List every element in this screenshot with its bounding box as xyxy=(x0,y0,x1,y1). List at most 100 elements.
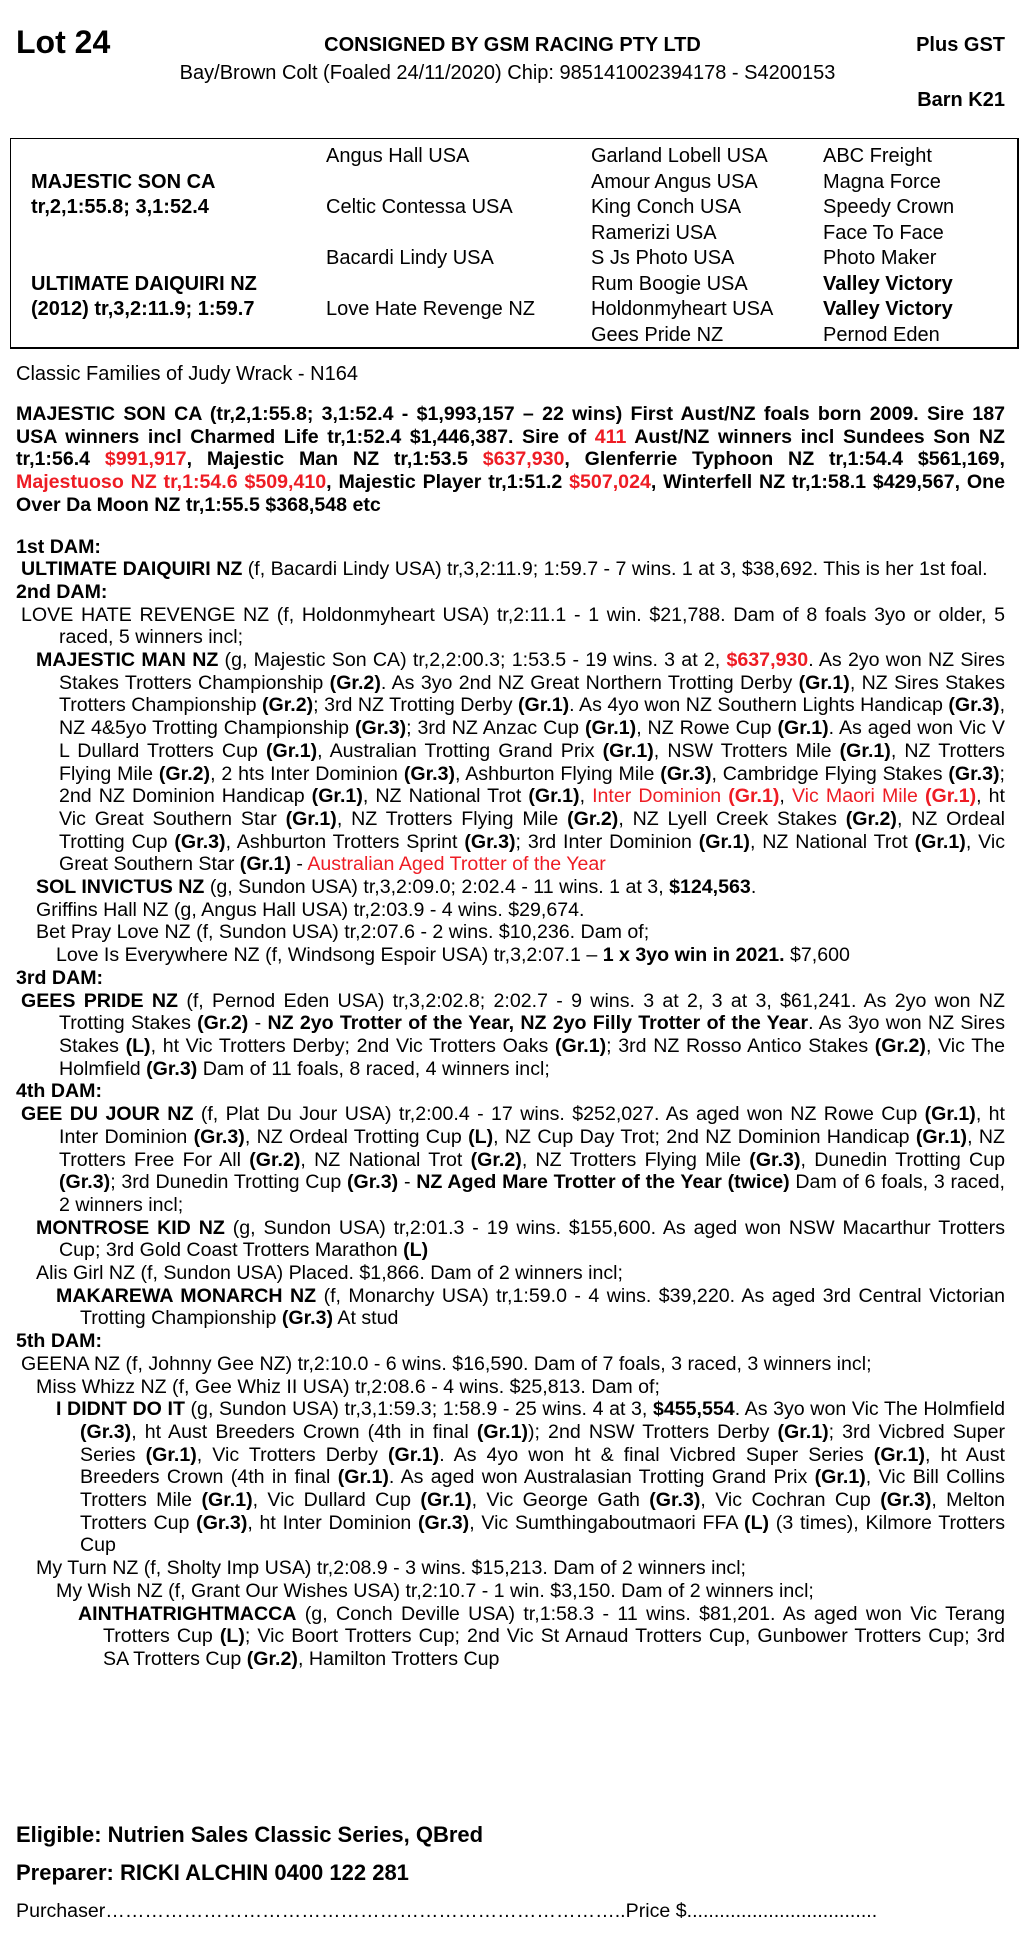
text-run: NZ Aged Mare Trotter of the Year (twice) xyxy=(416,1171,790,1194)
pedigree-entry: MAJESTIC MAN NZ (g, Majestic Son CA) tr,… xyxy=(16,649,1005,876)
text-run: Inter Dominion xyxy=(592,785,729,808)
text-run: (g, Conch Deville USA) tr,1:58.3 - 11 wi… xyxy=(103,1602,1005,1648)
text-run: (Gr.3) xyxy=(281,1307,334,1330)
text-run: ; 3rd Dunedin Trotting Cup xyxy=(110,1171,347,1194)
text-run: , 2 hts Inter Dominion xyxy=(210,762,404,785)
text-run: (Gr.1) xyxy=(517,694,570,717)
pedigree-entry: MONTROSE KID NZ (g, Sundon USA) tr,2:01.… xyxy=(16,1217,1005,1262)
text-run: , NZ National Trot xyxy=(300,1148,471,1171)
text-run: (Gr.1) xyxy=(814,1466,866,1489)
pedigree-table: MAJESTIC SON CA tr,2,1:55.8; 3,1:52.4 ULTI… xyxy=(10,138,1019,349)
text-run: NZ 2yo Trotter of the Year, NZ 2yo Filly… xyxy=(267,1012,809,1035)
text-run: (Gr.1) xyxy=(311,785,363,808)
text-run: ; 3rd NZ Trotting Derby xyxy=(313,694,518,717)
text-run: , Vic Great Southern Star xyxy=(59,830,1005,876)
great-grandparent: Ramerizi USA xyxy=(591,221,717,244)
text-run: (Gr.1) xyxy=(239,853,291,876)
text-run: $637,930 xyxy=(482,448,565,471)
text-run: $507,024 xyxy=(569,471,651,494)
text-run: (Gr.1) xyxy=(388,1443,440,1466)
text-run: (Gr.3) xyxy=(660,762,712,785)
text-run: , Vic The Holmfield xyxy=(59,1034,1005,1080)
text-run: (Gr.2) xyxy=(197,1012,249,1035)
text-run: , Ashburton Flying Mile xyxy=(455,762,661,785)
text-run: (Gr.1) xyxy=(777,1420,829,1443)
text-run: (g, Sundon USA) tr,2:01.3 - 19 wins. $15… xyxy=(59,1216,1005,1262)
text-run: (Gr.3) xyxy=(174,830,226,853)
text-run: $124,563 xyxy=(669,876,751,899)
text-run: 2nd DAM: xyxy=(16,580,108,603)
text-run: (Gr.3) xyxy=(749,1148,801,1171)
text-run: , Glenferrie Typhoon NZ tr,1:54.4 $561,1… xyxy=(564,448,1005,471)
text-run: , Vic Bill Collins Trotters Mile xyxy=(80,1466,1005,1512)
great-grandparent: Rum Boogie USA xyxy=(591,272,748,295)
text-run: . As 4yo won ht & final Vicbred Super Se… xyxy=(439,1443,874,1466)
text-run: . As 3yo won Vic The Holmfield xyxy=(734,1398,1005,1421)
dam-heading: 1st DAM: xyxy=(16,536,1005,559)
text-run: LOVE HATE REVENGE NZ (f, Holdonmyheart U… xyxy=(21,603,1005,649)
text-run: $991,917 xyxy=(104,448,187,471)
text-run: (Gr.2) xyxy=(470,1148,522,1171)
text-run: , Vic Trotters Derby xyxy=(196,1443,389,1466)
text-run: - xyxy=(398,1171,417,1194)
text-run: 5th DAM: xyxy=(16,1330,102,1353)
text-run: GEES PRIDE NZ xyxy=(21,989,179,1012)
text-run: , Ashburton Trotters Sprint xyxy=(225,830,465,853)
text-run: , Majestic Player tr,1:51.2 xyxy=(326,471,570,494)
text-run: , Vic Cochran Cup xyxy=(700,1489,881,1512)
text-run: (Gr.3) xyxy=(59,1171,111,1194)
text-run: ; 2nd NZ Dominion Handicap xyxy=(59,762,1005,808)
great-great-grandparent: ABC Freight xyxy=(823,145,932,167)
purchaser-line: Purchaser……………………………………………………………………..Pri… xyxy=(16,1900,976,1923)
sire-paragraph: MAJESTIC SON CA (tr,2,1:55.8; 3,1:52.4 -… xyxy=(16,403,1005,517)
text-run: , xyxy=(779,785,792,808)
text-run: MAKAREWA MONARCH NZ xyxy=(56,1284,317,1307)
horse-description: Bay/Brown Colt (Foaled 24/11/2020) Chip:… xyxy=(0,62,1025,85)
text-run: (Gr.1) xyxy=(914,830,966,853)
text-run: , ht Vic Great Southern Star xyxy=(59,785,1006,830)
text-run: 1st DAM: xyxy=(16,535,101,558)
great-great-grandparent: Magna Force xyxy=(823,170,941,193)
pedigree-entry: GEES PRIDE NZ (f, Pernod Eden USA) tr,3,… xyxy=(16,990,1005,1081)
text-run: ; 3rd Inter Dominion xyxy=(515,830,699,853)
text-run: ); 2nd NSW Trotters Derby xyxy=(528,1420,778,1443)
text-run: (Gr.3) xyxy=(347,1171,399,1194)
pedigree-entry: My Turn NZ (f, Sholty Imp USA) tr,2:08.9… xyxy=(16,1557,1005,1580)
text-run: , Vic George Gath xyxy=(471,1489,650,1512)
text-run: , Australian Trotting Grand Prix xyxy=(317,739,603,762)
text-run: (Gr.1) xyxy=(873,1443,925,1466)
text-run: (Gr.1) xyxy=(602,739,654,762)
pedigree-entry: Griffins Hall NZ (g, Angus Hall USA) tr,… xyxy=(16,899,1005,922)
text-run: 1 x 3yo win in 2021. xyxy=(602,944,785,967)
text-run: (Gr.3) xyxy=(80,1420,132,1443)
text-run: (Gr.3) xyxy=(464,830,516,853)
text-run: (Gr.2) xyxy=(249,1148,301,1171)
text-run: . As 4yo won NZ Southern Lights Handicap xyxy=(569,694,949,717)
text-run: (Gr.1) xyxy=(337,1466,389,1489)
pedigree-entry: ULTIMATE DAIQUIRI NZ (f, Bacardi Lindy U… xyxy=(16,558,1005,581)
text-run: (Gr.1) xyxy=(420,1489,472,1512)
dam-lines: 1st DAM: ULTIMATE DAIQUIRI NZ (f, Bacardi… xyxy=(16,536,1005,1671)
text-run: (Gr.3) xyxy=(649,1489,701,1512)
price-field[interactable]: Price $.................................… xyxy=(625,1900,878,1922)
text-run: (Gr.3) xyxy=(146,1057,198,1080)
text-run: (Gr.1) xyxy=(585,717,637,740)
text-run: Dam of 11 foals, 8 raced, 4 winners incl… xyxy=(197,1057,550,1080)
great-great-grandparent: Speedy Crown xyxy=(823,196,955,218)
text-run: My Turn NZ (f, Sholty Imp USA) tr,2:08.9… xyxy=(36,1557,746,1580)
text-run: (f, Plat Du Jour USA) tr,2:00.4 - 17 win… xyxy=(193,1103,925,1126)
text-run: , Majestic Man NZ tr,1:53.5 xyxy=(186,448,483,471)
text-run: GEENA NZ (f, Johnny Gee NZ) tr,2:10.0 - … xyxy=(21,1352,872,1375)
text-run: Griffins Hall NZ (g, Angus Hall USA) tr,… xyxy=(36,898,585,921)
sire-name: MAJESTIC SON CA xyxy=(31,170,216,193)
text-run: $7,600 xyxy=(784,944,850,967)
purchaser-field[interactable]: Purchaser…………………………………………………………………….. xyxy=(16,1900,626,1922)
text-run: . xyxy=(750,876,757,899)
pedigree-entry: GEE DU JOUR NZ (f, Plat Du Jour USA) tr,… xyxy=(16,1103,1005,1217)
grandparent: Angus Hall USA xyxy=(326,145,470,167)
great-great-grandparent: Pernod Eden xyxy=(823,323,940,346)
text-run: (f, Pernod Eden USA) tr,3,2:02.8; 2:02.7… xyxy=(59,989,1005,1035)
text-run: (3 times), Kilmore Trotters Cup xyxy=(80,1511,1005,1557)
text-run: GEE DU JOUR NZ xyxy=(21,1103,194,1126)
text-run: , ht Aust Breeders Crown (4th in final xyxy=(131,1420,477,1443)
